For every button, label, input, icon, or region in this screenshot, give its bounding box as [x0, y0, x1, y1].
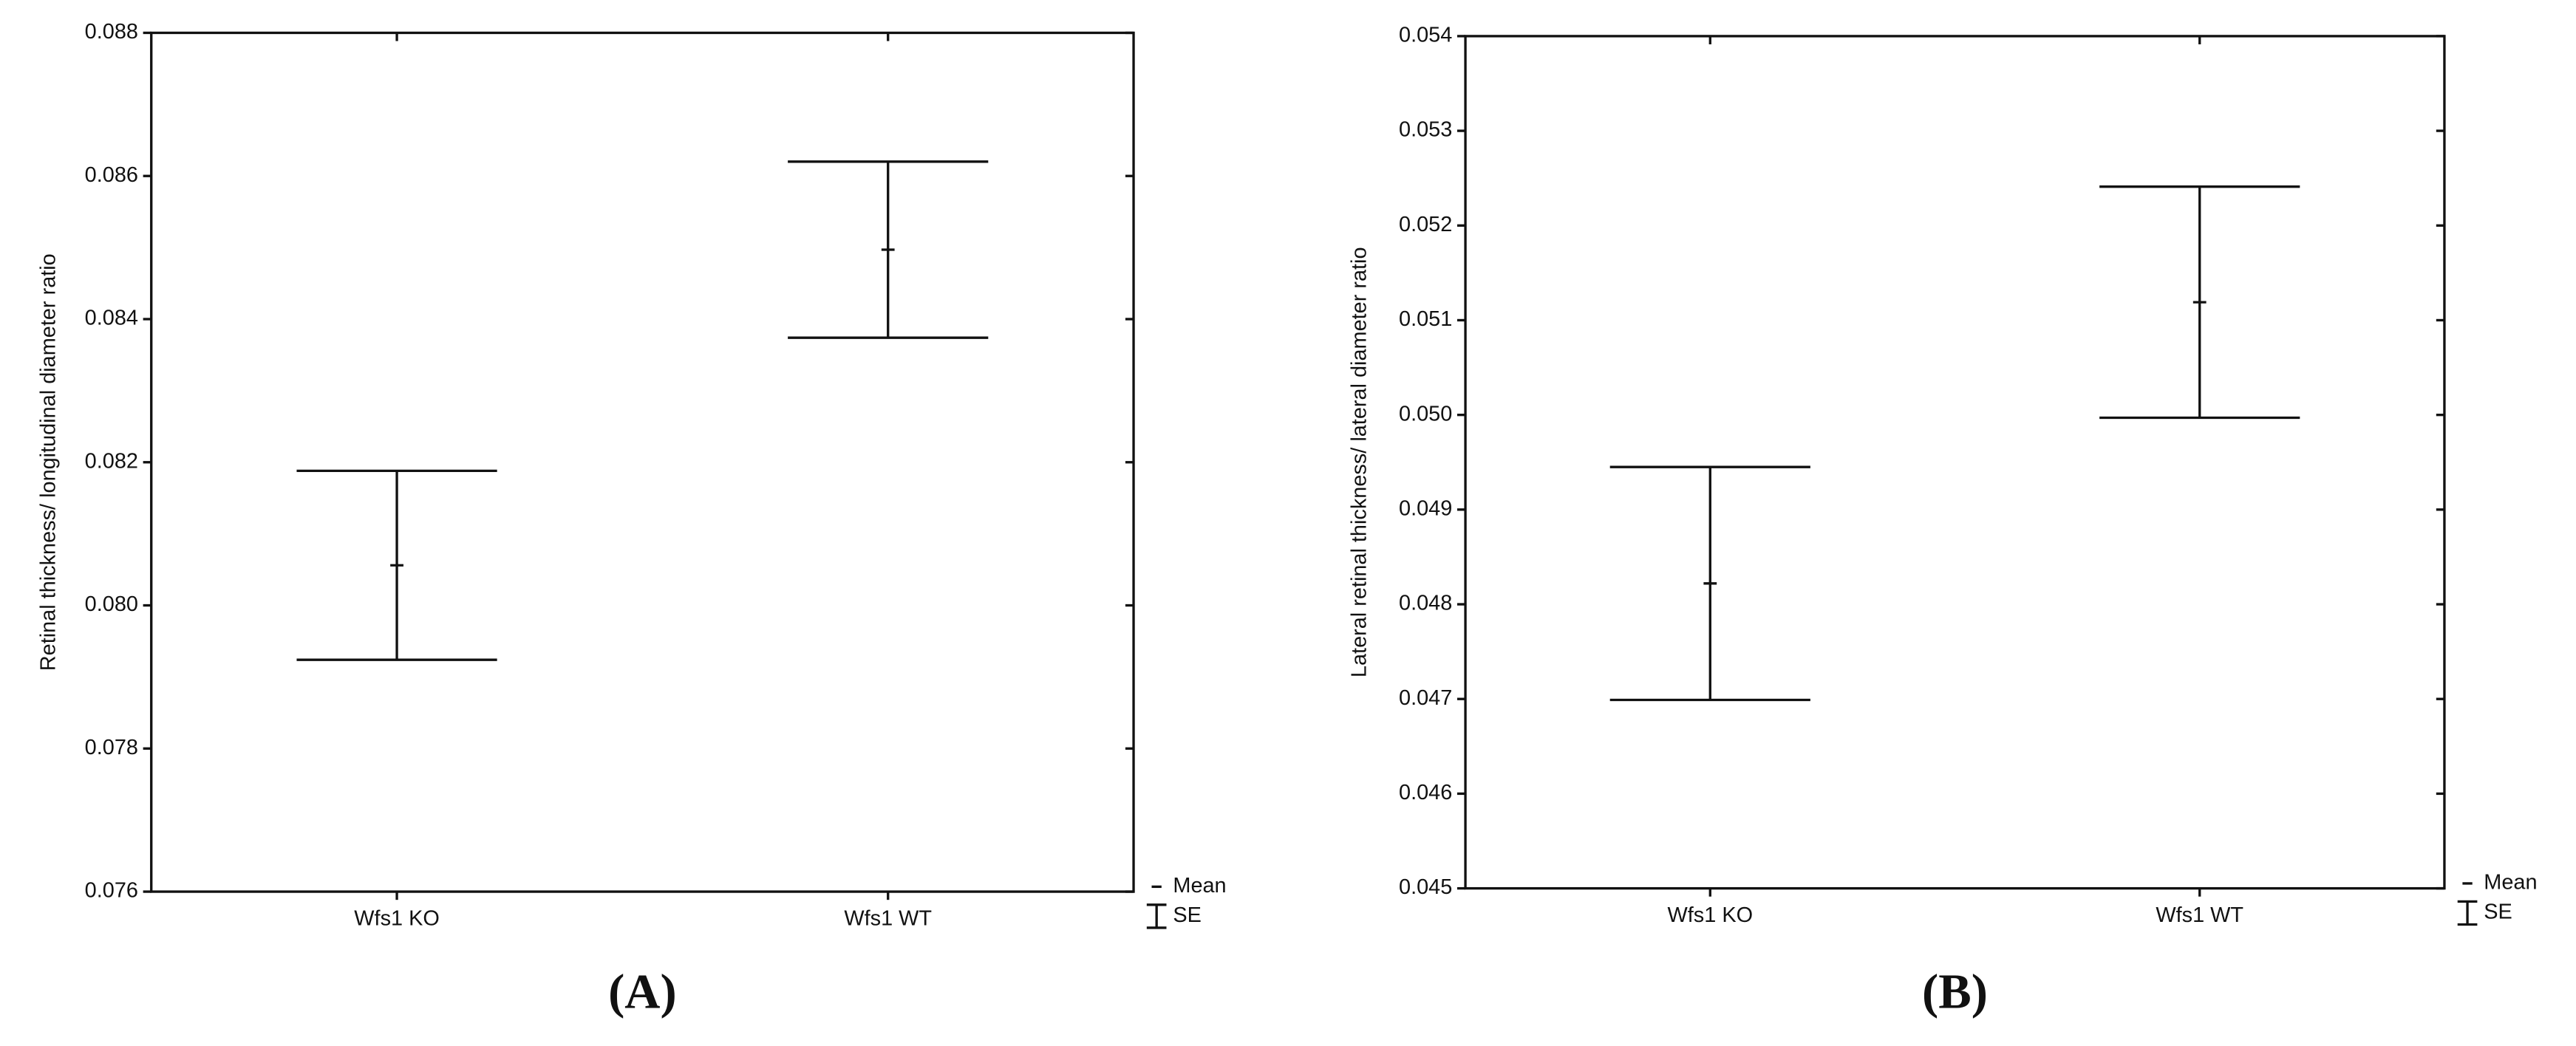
y-axis-label: Retinal thickness/ longitudinal diameter…: [37, 253, 61, 671]
y-tick-label: 0.045: [1399, 875, 1452, 899]
y-tick-label: 0.049: [1399, 496, 1452, 520]
panel-label: (A): [608, 965, 677, 1019]
x-tick-label: Wfs1 WT: [2156, 903, 2243, 927]
x-tick-label: Wfs1 KO: [354, 906, 440, 930]
y-tick-label: 0.082: [85, 449, 138, 473]
y-tick-label: 0.084: [85, 307, 138, 330]
y-tick-label: 0.078: [85, 736, 138, 759]
legend-se: SE: [2484, 900, 2512, 924]
y-tick-label: 0.086: [85, 163, 138, 187]
y-tick-label: 0.046: [1399, 781, 1452, 804]
y-tick-label: 0.088: [85, 20, 138, 44]
legend-mean: Mean: [1173, 874, 1226, 898]
legend-mean: Mean: [2484, 871, 2537, 895]
y-tick-label: 0.052: [1399, 213, 1452, 236]
y-tick-label: 0.048: [1399, 592, 1452, 615]
x-tick-label: Wfs1 WT: [844, 906, 932, 930]
panel-label: (B): [1922, 965, 1988, 1019]
x-tick-label: Wfs1 KO: [1668, 903, 1754, 927]
plot-frame: [1464, 35, 2446, 890]
y-tick-label: 0.047: [1399, 686, 1452, 710]
y-tick-label: 0.080: [85, 592, 138, 616]
y-tick-label: 0.054: [1399, 24, 1452, 47]
y-tick-label: 0.053: [1399, 118, 1452, 142]
y-tick-label: 0.076: [85, 879, 138, 903]
y-tick-label: 0.050: [1399, 402, 1452, 425]
y-axis-label: Lateral retinal thickness/ lateral diame…: [1347, 247, 1371, 677]
legend-se: SE: [1173, 903, 1202, 927]
y-tick-label: 0.051: [1399, 307, 1452, 331]
